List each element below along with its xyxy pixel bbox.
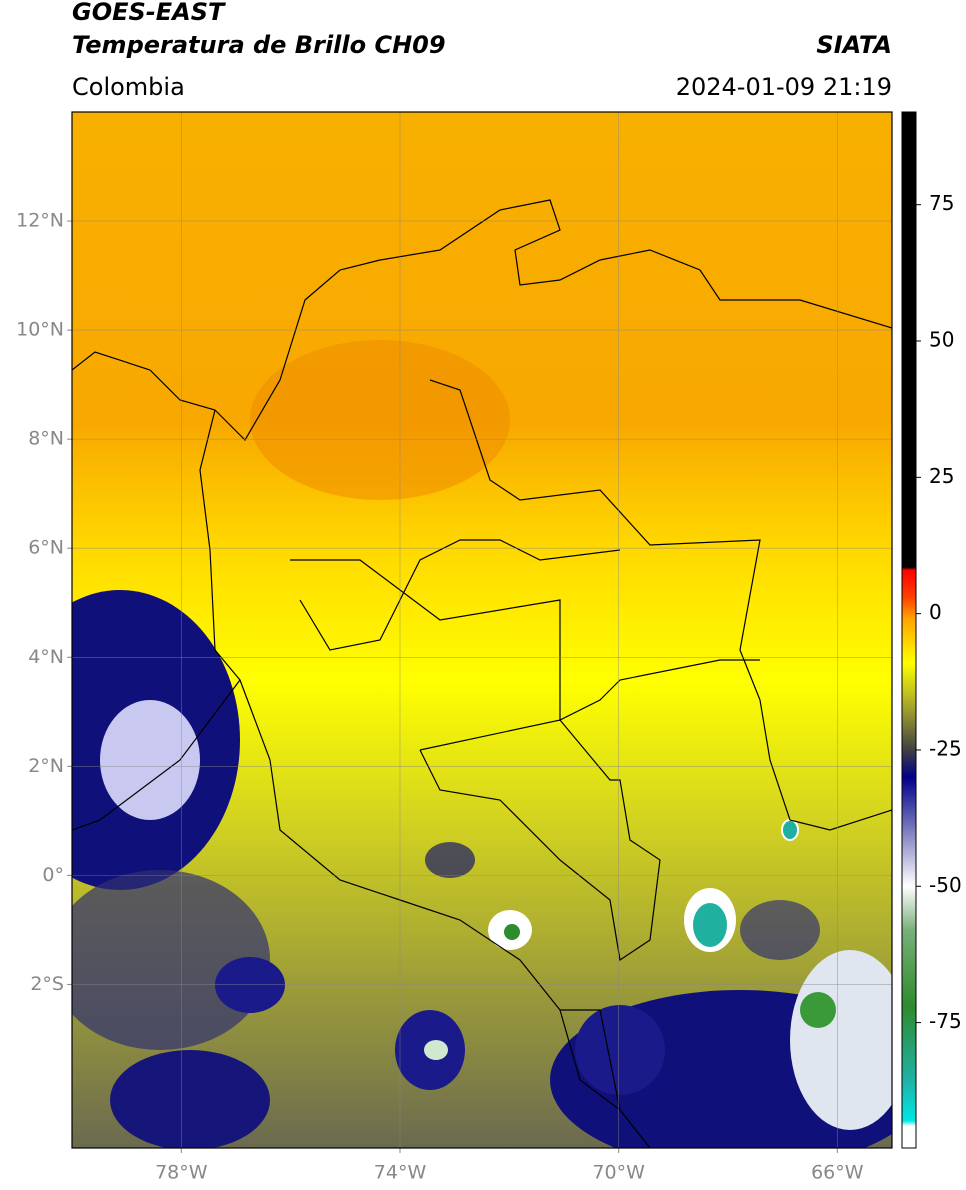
satellite: GOES-EAST — [72, 0, 226, 26]
colorbar-tick-label: 50 — [929, 328, 954, 352]
map-frame — [71, 111, 893, 1149]
country-border — [419, 719, 661, 962]
cloud-core — [504, 924, 520, 940]
datetime: 2024-01-09 21:19 — [676, 73, 892, 101]
cloud — [575, 1005, 665, 1095]
colorbar-tick-label: -25 — [929, 736, 962, 760]
cloud — [72, 870, 270, 1050]
map-image — [72, 112, 892, 1148]
country-border — [559, 1009, 621, 1111]
axes: 78°W 74°W 70°W 66°W 12°N 10°N 8°N 6°N 4°N 2°N 0° 2°… — [16, 112, 892, 1184]
colorbar-tick-label: 0 — [929, 600, 942, 624]
cloud-core — [781, 819, 799, 841]
country-border — [429, 379, 892, 831]
cloud — [425, 842, 475, 878]
y-tick-label: 6°N — [28, 537, 64, 559]
x-tick-label: 74°W — [374, 1162, 427, 1184]
y-tick-label: 8°N — [28, 428, 64, 450]
country-border — [239, 679, 651, 1148]
warm-area — [250, 340, 510, 500]
x-tick-label: 66°W — [811, 1162, 864, 1184]
colorbar-tick-label: 25 — [929, 464, 954, 488]
y-tick-label: 4°N — [28, 646, 64, 668]
x-tick-label: 70°W — [592, 1162, 645, 1184]
y-tick-label: 10°N — [16, 319, 64, 341]
cloud-core — [100, 700, 200, 820]
cloud — [215, 957, 285, 1013]
cloud-core — [800, 992, 836, 1028]
cloud — [110, 1050, 270, 1148]
y-tick-label: 0° — [42, 864, 64, 886]
x-tick-label: 78°W — [155, 1162, 208, 1184]
colorbar-tick-label: 75 — [929, 191, 954, 215]
country-border — [299, 539, 621, 651]
source: SIATA — [816, 31, 892, 59]
cloud — [740, 900, 820, 960]
country-border — [290, 559, 760, 721]
y-tick-label: 2°S — [30, 973, 64, 995]
country-border — [72, 199, 892, 441]
region: Colombia — [72, 73, 185, 101]
y-tick-label: 2°N — [28, 755, 64, 777]
cloud-core — [693, 903, 727, 947]
product: Temperatura de Brillo CH09 — [72, 31, 446, 59]
y-tick-label: 12°N — [16, 210, 64, 232]
colorbar-tick-label: -75 — [929, 1009, 962, 1033]
colorbar-tick-label: -50 — [929, 873, 962, 897]
colorbar — [901, 111, 917, 1149]
cloud-core — [424, 1040, 448, 1060]
